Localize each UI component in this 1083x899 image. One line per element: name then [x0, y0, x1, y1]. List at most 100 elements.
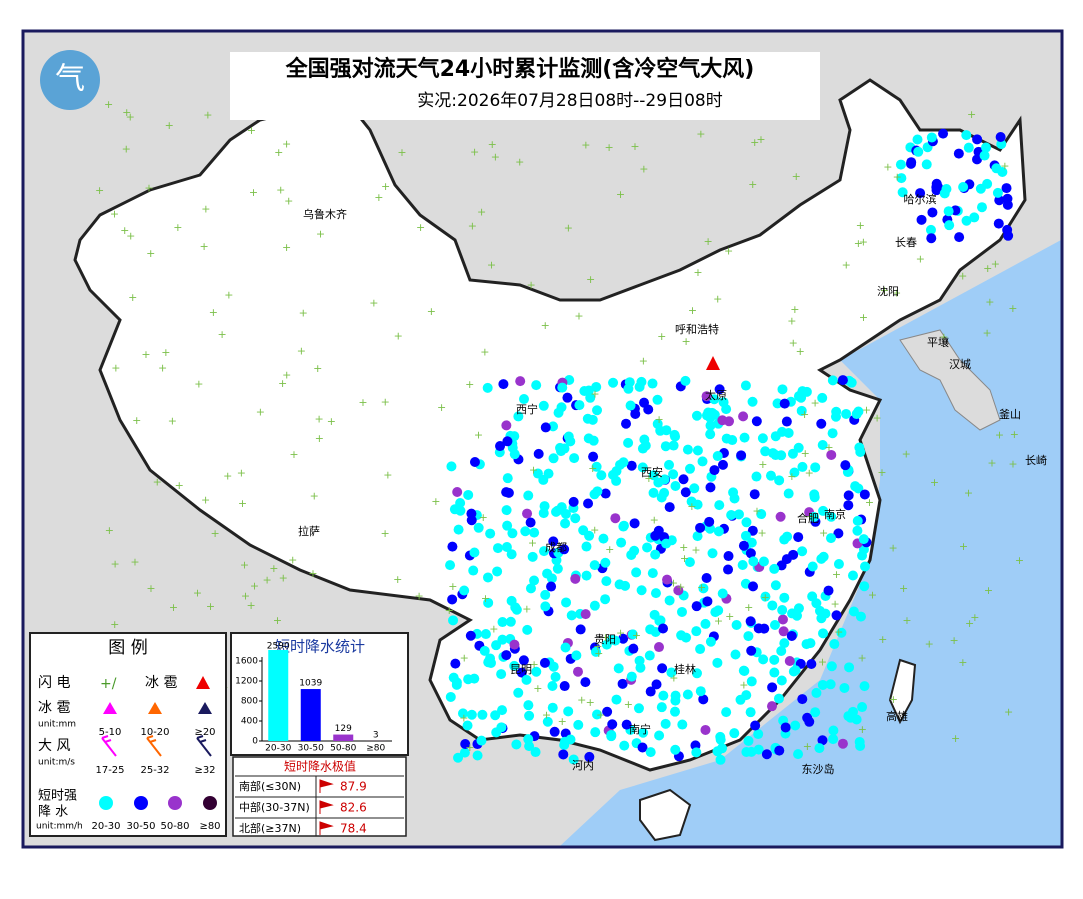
lightning-mark: + [691, 544, 700, 557]
lightning-mark: + [481, 592, 490, 605]
lightning-mark: + [657, 330, 666, 343]
lightning-mark: + [925, 637, 934, 650]
rain-dot [857, 702, 867, 712]
lightning-mark: + [758, 458, 767, 471]
rain-dot [736, 695, 746, 705]
rain-dot [547, 681, 557, 691]
rain-dot [721, 707, 731, 717]
rain-dot [567, 610, 577, 620]
value-label: 2590 [267, 642, 290, 652]
y-tick-label: 1200 [235, 677, 258, 687]
rain-dot [746, 747, 756, 757]
lightning-mark: + [381, 527, 390, 540]
city-label: 合肥 [797, 511, 819, 525]
rain-dot [670, 707, 680, 717]
city-label: 南京 [824, 507, 846, 521]
legend-class: 20-30 [91, 821, 120, 832]
rain-dot [557, 383, 567, 393]
lightning-mark: + [590, 524, 599, 537]
rain-dot [748, 556, 758, 566]
rain-dot [611, 466, 621, 476]
lightning-mark: + [491, 151, 500, 164]
rain-dot [941, 184, 951, 194]
rain-dot [777, 675, 787, 685]
rain-dot [502, 436, 512, 446]
lightning-mark: + [128, 291, 137, 304]
y-tick-label: 0 [252, 737, 258, 747]
rain-dot [596, 470, 606, 480]
lightning-mark: + [801, 447, 810, 460]
lightning-mark: + [358, 396, 367, 409]
rain-dot [646, 747, 656, 757]
rain-dot [705, 429, 715, 439]
rain-dot [769, 655, 779, 665]
rain-dot [838, 375, 848, 385]
rain-dot [523, 700, 533, 710]
rain-dot [551, 507, 561, 517]
subtitle: 实况:2026年07月28日08时--29日08时 [417, 91, 722, 111]
rain-dot [913, 134, 923, 144]
rain-dot [652, 395, 662, 405]
rain-dot [512, 605, 522, 615]
rain-dot [650, 550, 660, 560]
lightning-mark: + [289, 448, 298, 461]
city-label: 河内 [572, 758, 594, 772]
rain-dot [736, 450, 746, 460]
rain-dot [759, 556, 769, 566]
rain-dot [838, 739, 848, 749]
rain-dot [447, 542, 457, 552]
rain-dot [549, 453, 559, 463]
rain-dot [824, 586, 834, 596]
rain-dot [779, 535, 789, 545]
rain-dot [746, 616, 756, 626]
lightning-mark: + [800, 408, 809, 421]
rain-dot [994, 219, 1004, 229]
rain-dot [859, 534, 869, 544]
row-value: 87.9 [340, 780, 367, 794]
rain-dot [779, 593, 789, 603]
rain-dot [818, 628, 828, 638]
lightning-mark: + [383, 468, 392, 481]
rain-dot [785, 656, 795, 666]
lightning-mark: + [111, 558, 120, 571]
lightning-mark: + [832, 568, 841, 581]
lightning-mark: + [104, 98, 113, 111]
rain-dot [557, 402, 567, 412]
rain-dot [573, 720, 583, 730]
lightning-mark: + [883, 161, 892, 174]
rain-dot [664, 460, 674, 470]
rain-dot [571, 650, 581, 660]
rain-dot [705, 482, 715, 492]
rain-dot [944, 220, 954, 230]
lightning-mark: + [237, 466, 246, 479]
lightning-mark: + [889, 693, 898, 706]
row-name: 南部(≤30N) [239, 779, 301, 793]
lightning-mark: + [224, 289, 233, 302]
lightning-mark: + [445, 604, 454, 617]
rain-dot [526, 583, 536, 593]
rain-dot [657, 702, 667, 712]
rain-dot [607, 719, 617, 729]
rain-dot [717, 415, 727, 425]
legend-label: 冰 雹 [38, 700, 70, 716]
lightning-mark: + [581, 139, 590, 152]
x-tick-label: 20-30 [265, 744, 291, 754]
rain-dot [787, 631, 797, 641]
rain-dot [739, 666, 749, 676]
lightning-mark: + [199, 240, 208, 253]
lightning-mark: + [951, 732, 960, 745]
legend-label: 降 水 [38, 805, 68, 820]
legend-label: 冰 雹 [145, 675, 177, 691]
rain-dot [453, 504, 463, 514]
rain-dot [573, 667, 583, 677]
rain-dot [860, 562, 870, 572]
rain-dot [811, 688, 821, 698]
legend-class: 5-10 [99, 727, 122, 738]
rain-dot [491, 727, 501, 737]
rain-dot [654, 642, 664, 652]
rain-dot [648, 568, 658, 578]
rain-dot [731, 649, 741, 659]
rain-dot [446, 461, 456, 471]
lightning-mark: + [201, 494, 210, 507]
rain-dot [588, 452, 598, 462]
